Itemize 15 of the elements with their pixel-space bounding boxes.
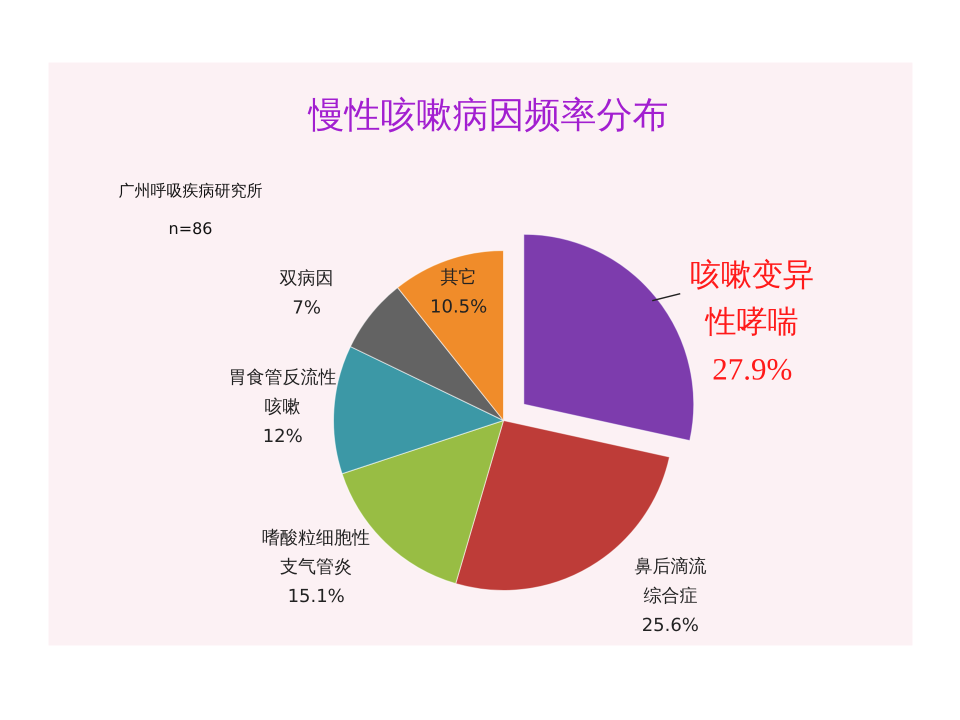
- data-label: 25.6%: [642, 614, 699, 636]
- data-label: 7%: [292, 297, 321, 318]
- chart-title: 慢性咳嗽病因频率分布: [308, 95, 668, 136]
- data-label: 27.9%: [712, 351, 792, 386]
- slice-label: 胃食管反流性咳嗽: [228, 367, 337, 418]
- data-label: 12%: [262, 426, 303, 448]
- data-label: 10.5%: [430, 296, 488, 318]
- slice-label: 双病因: [280, 268, 334, 289]
- slice-label: 其它: [440, 266, 477, 288]
- text: 广州呼吸疾病研究所: [118, 181, 262, 200]
- text: n=86: [168, 219, 212, 238]
- data-label: 15.1%: [288, 586, 345, 608]
- slice-label: 鼻后滴流综合症: [634, 556, 706, 607]
- slice-label: 嗜酸粒细胞性支气管炎: [262, 527, 370, 578]
- slice-label: 咳嗽变异性哮喘: [690, 256, 814, 340]
